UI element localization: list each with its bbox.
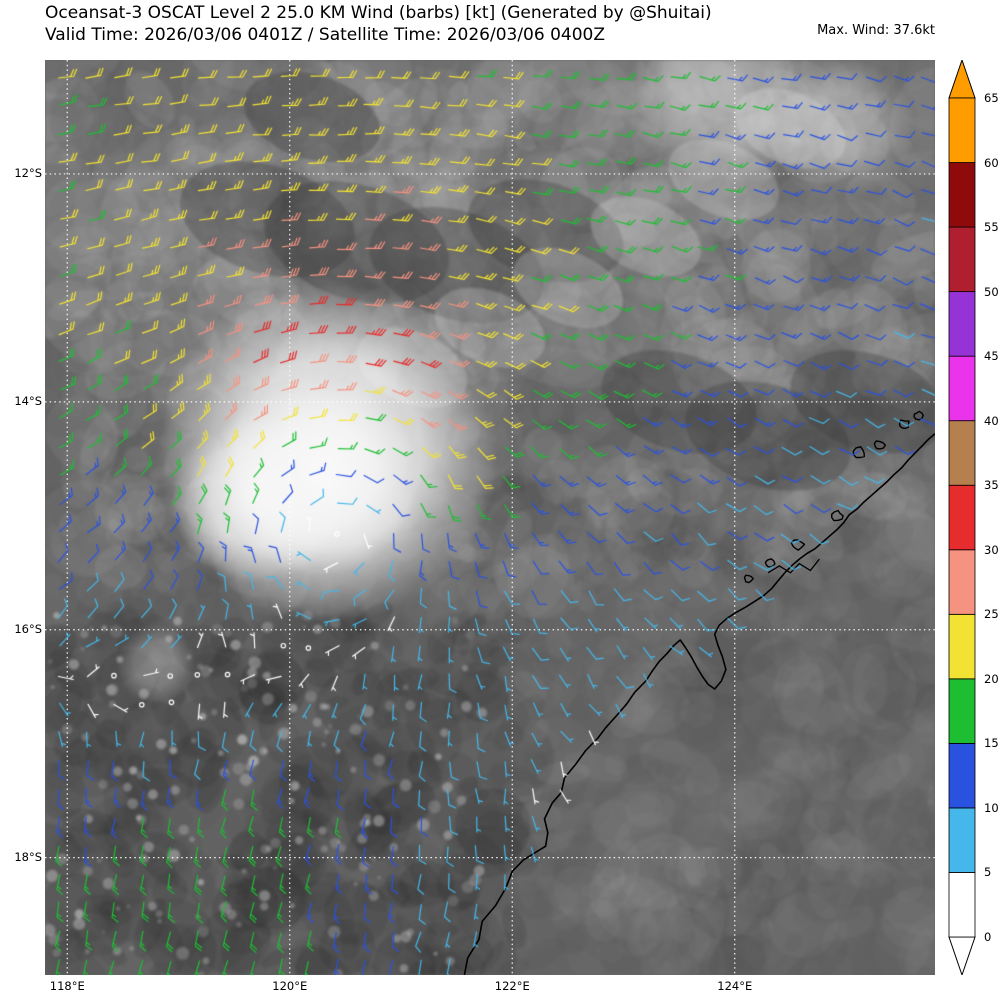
colorbar-segment-10-15 [948,742,976,809]
lon-tick-label: 122°E [494,979,530,993]
colorbar-tick-label: 55 [984,220,999,235]
colorbar-segment-45-50 [948,291,976,357]
lat-tick-label: 18°S [14,849,42,864]
chart-title: Oceansat-3 OSCAT Level 2 25.0 KM Wind (b… [45,3,712,23]
colorbar-segment-0-5 [948,872,976,938]
colorbar-under-arrow [948,936,976,975]
colorbar-tick-label: 40 [984,413,999,428]
colorbar-tick-label: 10 [984,800,999,815]
lat-tick-label: 16°S [14,621,42,636]
colorbar-segment-30-35 [948,484,976,551]
lon-tick-label: 118°E [49,979,85,993]
lon-tick-label: 120°E [272,979,308,993]
colorbar-tick-label: 0 [984,930,992,944]
colorbar-segment-35-40 [948,420,976,486]
lon-tick-label: 124°E [717,979,753,993]
colorbar-segment-15-20 [948,678,976,744]
colorbar-tick-label: 50 [984,284,999,299]
map-area [45,60,935,975]
colorbar-tick-label: 15 [984,736,999,751]
colorbar-segment-25-30 [948,549,976,615]
colorbar [948,60,976,975]
colorbar-segment-5-10 [948,807,976,873]
colorbar-tick-label: 5 [984,865,992,880]
colorbar-tick-label: 35 [984,478,999,493]
max-wind-label: Max. Wind: 37.6kt [817,23,935,38]
colorbar-segment-55-60 [948,162,976,228]
colorbar-tick-label: 25 [984,607,999,622]
colorbar-segment-60-65 [948,97,976,163]
colorbar-over-arrow [948,60,976,99]
colorbar-tick-label: 30 [984,542,999,557]
colorbar-segment-50-55 [948,226,976,293]
lat-tick-label: 12°S [14,165,42,180]
colorbar-tick-label: 60 [984,155,999,170]
colorbar-segment-20-25 [948,613,976,680]
colorbar-tick-label: 45 [984,349,999,364]
chart-subtitle: Valid Time: 2026/03/06 0401Z / Satellite… [45,25,605,45]
colorbar-tick-label: 65 [984,91,999,105]
lat-tick-label: 14°S [14,393,42,408]
colorbar-segment-40-45 [948,355,976,422]
wind-barbs-canvas [45,60,935,975]
colorbar-tick-label: 20 [984,671,999,686]
